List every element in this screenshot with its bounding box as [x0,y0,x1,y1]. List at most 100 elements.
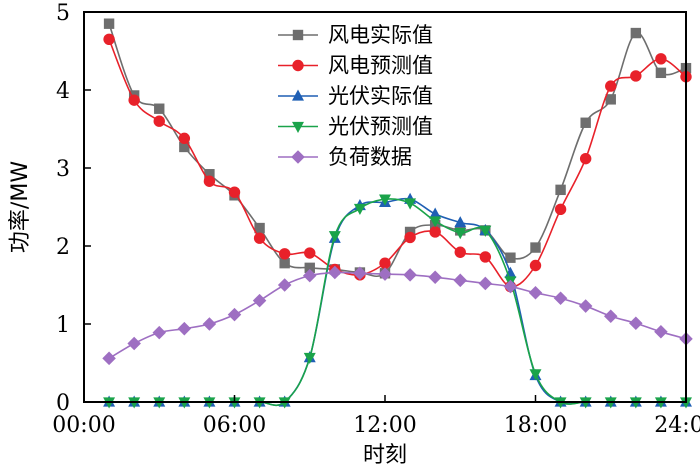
data-point [454,228,467,240]
data-point [304,262,315,274]
data-point [179,141,190,153]
data-point [478,276,493,291]
data-point [528,286,543,300]
y-tick-label: 2 [56,235,70,260]
data-point [429,226,441,238]
data-point [454,216,467,228]
data-point [654,325,668,339]
data-point [328,231,341,243]
legend-marker [292,59,304,72]
legend-label: 光伏实际值 [328,84,433,108]
data-point [403,268,417,282]
data-point [578,299,593,313]
series-3 [103,192,692,407]
data-point [202,317,217,331]
data-point [102,351,116,366]
data-point [404,198,417,210]
data-point [605,80,617,92]
x-axis-title: 时刻 [363,443,407,468]
data-point [655,53,667,65]
data-point [379,194,391,206]
axes-layer: 00:00 06:00 12:00 18:00 24:00 0 1 2 3 4 5 [52,1,700,438]
x-tick-label: 24:00 [654,413,700,438]
data-point [353,203,366,216]
data-point [503,279,518,294]
data-point [128,94,140,106]
data-point [504,266,517,278]
data-point [279,257,290,269]
legend-item: 光伏预测值 [278,115,433,139]
legend-label: 负荷数据 [328,145,412,169]
legend-item: 光伏实际值 [278,84,433,108]
series-5 [102,265,693,366]
data-point [605,94,616,105]
data-point [479,225,492,237]
y-tick-label: 4 [56,79,70,104]
y-tick-label: 0 [56,391,70,416]
data-point [204,169,215,180]
data-point [177,321,192,336]
data-point [228,186,241,198]
data-point [378,267,392,281]
data-point [227,307,242,322]
x-tick-label: 18:00 [504,413,567,438]
legend-label: 光伏预测值 [328,115,433,139]
x-tick-label: 00:00 [52,413,115,438]
data-point [303,352,316,365]
data-point [555,184,566,196]
data-point [153,115,165,127]
data-point [353,266,367,281]
series-layer [102,18,693,409]
data-point [304,247,316,259]
legend-label: 风电实际值 [328,23,433,47]
data-point [630,27,642,39]
y-tick-label: 1 [56,313,70,338]
data-point [553,291,568,306]
data-point [428,270,442,284]
data-point [580,117,591,128]
y-tick-label: 5 [56,1,70,26]
data-point [379,257,391,269]
data-point [178,132,191,145]
data-point [253,232,266,244]
data-point [603,309,618,323]
data-point [530,242,541,253]
data-point [579,152,592,165]
data-point [429,207,442,219]
legend-label: 风电预测值 [328,54,433,78]
legend-marker [292,89,304,101]
data-point [479,251,492,263]
data-point [328,265,342,280]
series-line [108,271,687,360]
data-point [127,336,141,351]
legend-item: 负荷数据 [278,145,412,169]
data-point [254,222,265,234]
data-point [453,273,468,288]
legend-marker [292,29,304,41]
y-axis-title: 功率/MW [8,161,33,253]
data-point [252,293,267,308]
data-point [655,67,667,79]
data-point [302,268,317,283]
data-point [429,216,442,228]
data-point [454,246,466,258]
data-point [529,259,542,272]
legend-marker [292,121,304,133]
series-line [109,198,686,407]
legend-marker [291,150,305,164]
data-point [203,175,216,187]
data-point [629,316,643,330]
data-point [505,252,516,263]
data-point [152,325,167,340]
data-point [529,369,542,381]
data-point [630,70,642,82]
data-point [103,18,115,29]
data-point [404,231,416,244]
legend-item: 风电实际值 [278,23,433,47]
data-point [277,278,292,292]
data-point [554,203,567,216]
data-point [154,103,165,114]
data-point [278,248,291,260]
